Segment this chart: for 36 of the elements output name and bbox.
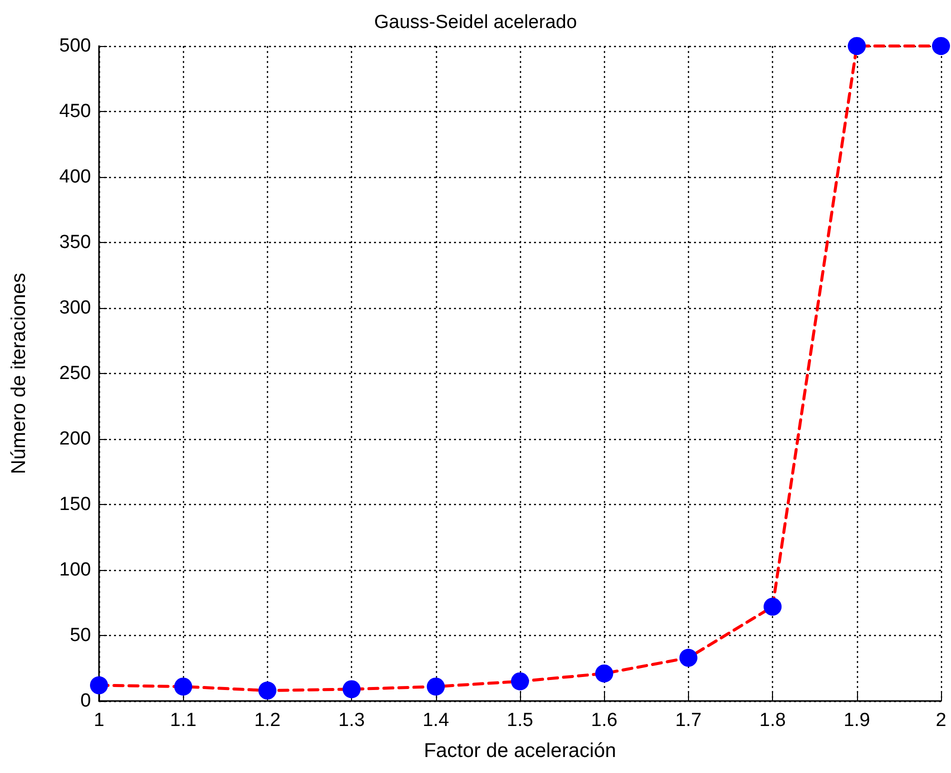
x-tick-label: 1.4 xyxy=(422,710,450,731)
y-tick-label: 500 xyxy=(59,36,91,56)
y-tick-label: 350 xyxy=(59,232,91,253)
point xyxy=(342,680,361,698)
y-tick-label: 250 xyxy=(59,363,91,384)
x-tick-label: 1.6 xyxy=(590,710,618,731)
y-tick-label: 50 xyxy=(70,625,91,646)
x-tick-label: 1.8 xyxy=(759,710,786,731)
point xyxy=(932,37,950,55)
x-tick-label: 1.3 xyxy=(338,710,365,731)
x-tick-label: 1 xyxy=(94,710,104,731)
point xyxy=(679,648,698,667)
x-tick-label: 1.1 xyxy=(170,710,196,731)
chart-title: Gauss-Seidel acelerado xyxy=(374,12,577,33)
point xyxy=(511,672,529,690)
y-tick-label: 400 xyxy=(59,166,91,188)
y-tick-label: 300 xyxy=(59,298,91,318)
y-tick-label: 450 xyxy=(59,101,91,122)
x-tick-label: 1.5 xyxy=(506,710,534,731)
x-tick-label: 1.2 xyxy=(254,710,281,731)
y-tick-label: 200 xyxy=(59,428,91,450)
x-tick-label: 1.7 xyxy=(675,710,702,731)
point xyxy=(595,664,614,682)
x-axis-title: Factor de aceleración xyxy=(424,740,616,762)
y-tick-label: 150 xyxy=(59,494,91,515)
point xyxy=(90,676,108,694)
point xyxy=(174,678,192,696)
point xyxy=(426,678,445,696)
point xyxy=(258,682,276,700)
x-tick-label: 1.9 xyxy=(844,710,870,731)
x-tick-label: 2 xyxy=(936,710,946,731)
y-tick-label: 0 xyxy=(80,690,91,712)
y-tick-label: 100 xyxy=(59,560,91,580)
point xyxy=(848,37,866,55)
y-axis-title: Número de iteraciones xyxy=(8,272,30,474)
point xyxy=(764,598,782,616)
